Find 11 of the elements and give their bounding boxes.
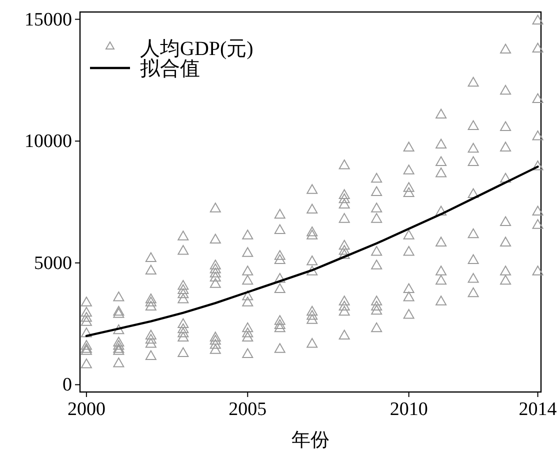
x-tick-label: 2014: [518, 399, 558, 420]
x-tick-label: 2005: [228, 399, 267, 420]
legend-label: 人均GDP(元): [140, 38, 254, 60]
x-tick-label: 2010: [390, 399, 428, 420]
y-tick-label: 10000: [24, 131, 72, 152]
y-tick-label: 0: [62, 374, 72, 396]
y-tick-label: 15000: [24, 9, 72, 30]
x-axis-title: 年份: [292, 430, 330, 451]
y-tick-label: 5000: [34, 252, 72, 274]
x-tick-label: 2000: [67, 399, 106, 420]
legend-label: 拟合值: [140, 58, 200, 80]
